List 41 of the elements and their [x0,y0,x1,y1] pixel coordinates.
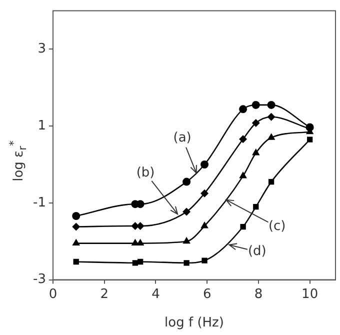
point [239,105,248,114]
point [252,148,260,156]
point [182,208,191,216]
point [267,100,276,109]
point [240,224,246,230]
x-tick-label: 8 [254,286,263,302]
x-tick-label: 0 [48,286,58,302]
point [72,222,80,231]
point [239,172,247,178]
y-tick-label: 3 [38,42,46,57]
point [200,160,209,169]
point [267,133,276,140]
point [306,136,313,142]
y-tick-label: 1 [38,118,46,134]
point [200,222,208,228]
point [182,236,190,244]
point [137,258,144,265]
x-tick-label: 2 [100,286,109,302]
y-tick-label: -3 [33,272,46,288]
point [202,258,208,264]
point [182,178,191,186]
annotation: (a) [173,130,192,146]
annotation: (d) [248,244,266,260]
point [184,260,190,266]
annotation: (c) [268,219,286,234]
point [239,135,248,144]
x-tick-label: 4 [152,286,160,302]
point [72,212,80,220]
annotation: (b) [136,165,155,180]
point [73,258,79,265]
x-axis-title: log f (Hz) [164,316,224,331]
point [252,119,260,128]
point [268,178,274,185]
point [200,189,209,198]
point [252,100,260,109]
x-tick-label: 10 [302,286,318,302]
x-tick-label: 6 [202,286,212,302]
point [267,112,276,121]
point [253,204,259,210]
y-tick-label: -1 [33,195,46,210]
point [72,238,80,246]
